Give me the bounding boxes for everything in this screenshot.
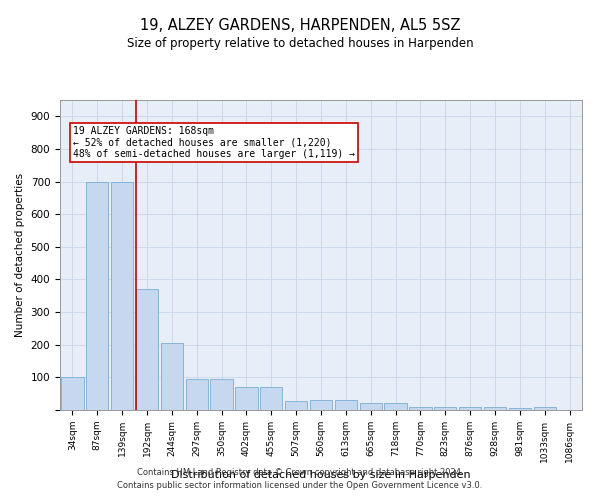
- X-axis label: Distribution of detached houses by size in Harpenden: Distribution of detached houses by size …: [171, 470, 471, 480]
- Text: 19 ALZEY GARDENS: 168sqm
← 52% of detached houses are smaller (1,220)
48% of sem: 19 ALZEY GARDENS: 168sqm ← 52% of detach…: [73, 126, 355, 160]
- Bar: [484, 406, 506, 410]
- Bar: [359, 404, 382, 410]
- Bar: [434, 408, 457, 410]
- Bar: [335, 400, 357, 410]
- Bar: [185, 379, 208, 410]
- Bar: [235, 387, 257, 410]
- Bar: [260, 387, 283, 410]
- Bar: [161, 343, 183, 410]
- Bar: [136, 290, 158, 410]
- Text: Contains public sector information licensed under the Open Government Licence v3: Contains public sector information licen…: [118, 482, 482, 490]
- Bar: [211, 379, 233, 410]
- Bar: [509, 408, 531, 410]
- Bar: [86, 182, 109, 410]
- Bar: [459, 408, 481, 410]
- Bar: [310, 400, 332, 410]
- Text: Size of property relative to detached houses in Harpenden: Size of property relative to detached ho…: [127, 38, 473, 51]
- Bar: [409, 406, 431, 410]
- Bar: [533, 408, 556, 410]
- Bar: [61, 378, 83, 410]
- Bar: [285, 401, 307, 410]
- Bar: [385, 404, 407, 410]
- Bar: [111, 182, 133, 410]
- Text: Contains HM Land Registry data © Crown copyright and database right 2024.: Contains HM Land Registry data © Crown c…: [137, 468, 463, 477]
- Text: 19, ALZEY GARDENS, HARPENDEN, AL5 5SZ: 19, ALZEY GARDENS, HARPENDEN, AL5 5SZ: [140, 18, 460, 32]
- Y-axis label: Number of detached properties: Number of detached properties: [15, 173, 25, 337]
